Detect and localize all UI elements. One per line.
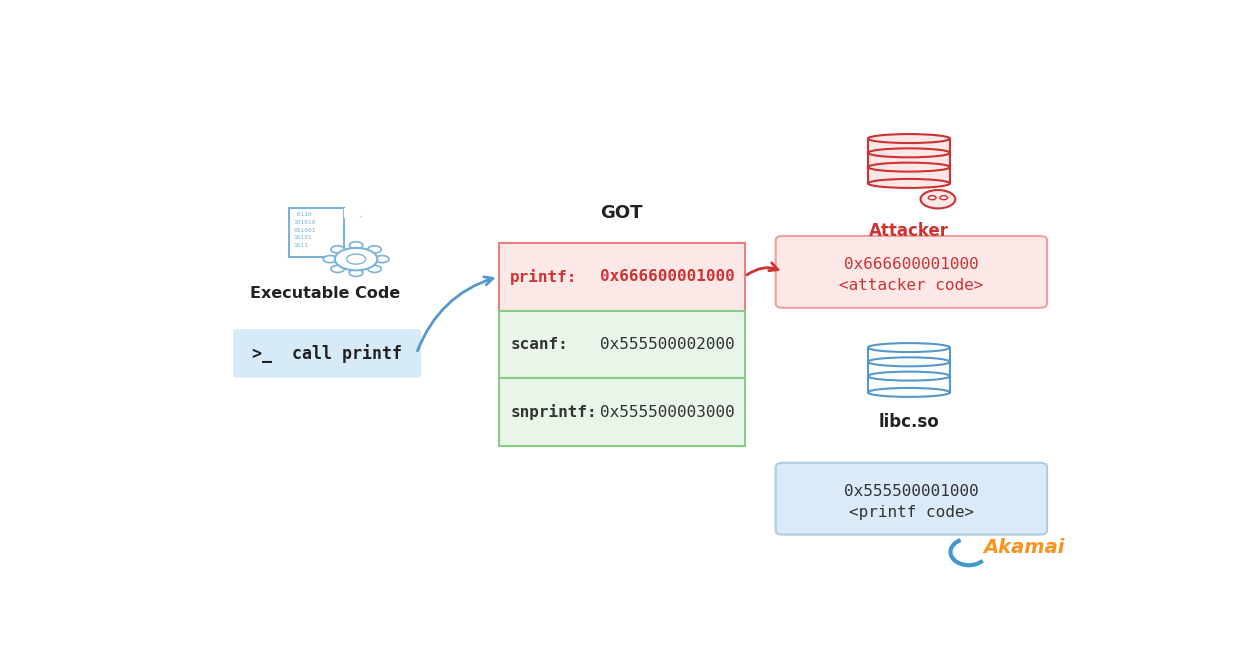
Polygon shape: [344, 208, 361, 217]
FancyBboxPatch shape: [868, 153, 949, 169]
Text: 0x555500003000: 0x555500003000: [601, 405, 735, 420]
Text: 101010: 101010: [293, 220, 315, 225]
Circle shape: [323, 256, 336, 263]
FancyBboxPatch shape: [868, 362, 949, 378]
FancyBboxPatch shape: [776, 236, 1047, 308]
Text: libc.so: libc.so: [878, 413, 939, 432]
Text: Akamai: Akamai: [983, 538, 1064, 557]
FancyBboxPatch shape: [868, 167, 949, 183]
FancyBboxPatch shape: [868, 348, 949, 364]
Circle shape: [331, 265, 344, 273]
Ellipse shape: [868, 357, 949, 366]
Text: 0x555500002000: 0x555500002000: [601, 337, 735, 352]
Text: 0x555500001000: 0x555500001000: [844, 483, 979, 498]
Circle shape: [349, 269, 363, 277]
Circle shape: [346, 254, 365, 264]
Text: GOT: GOT: [601, 204, 643, 222]
Ellipse shape: [868, 343, 949, 352]
Ellipse shape: [868, 371, 949, 381]
FancyBboxPatch shape: [498, 379, 745, 446]
Circle shape: [368, 246, 381, 253]
Text: 0x666600001000: 0x666600001000: [844, 257, 979, 271]
Text: 10101: 10101: [293, 235, 312, 240]
FancyBboxPatch shape: [498, 310, 745, 379]
Circle shape: [331, 246, 344, 253]
Text: <printf code>: <printf code>: [849, 505, 974, 520]
Circle shape: [368, 265, 381, 273]
Circle shape: [928, 196, 936, 200]
Circle shape: [349, 242, 363, 249]
FancyBboxPatch shape: [289, 208, 344, 257]
Ellipse shape: [868, 163, 949, 171]
FancyBboxPatch shape: [868, 138, 949, 155]
FancyBboxPatch shape: [233, 329, 421, 377]
FancyBboxPatch shape: [776, 463, 1047, 535]
Text: 1011: 1011: [293, 243, 308, 248]
Circle shape: [921, 190, 956, 209]
Text: printf:: printf:: [510, 269, 577, 285]
Text: 011001: 011001: [293, 228, 315, 232]
FancyBboxPatch shape: [868, 376, 949, 393]
FancyBboxPatch shape: [498, 242, 745, 310]
Text: 0110: 0110: [293, 213, 312, 217]
Ellipse shape: [868, 148, 949, 158]
Text: <attacker code>: <attacker code>: [840, 279, 983, 293]
Text: Executable Code: Executable Code: [249, 286, 400, 301]
Text: scanf:: scanf:: [510, 337, 568, 352]
Ellipse shape: [868, 179, 949, 188]
Ellipse shape: [868, 134, 949, 143]
Text: 0x666600001000: 0x666600001000: [601, 269, 735, 284]
Circle shape: [335, 248, 378, 270]
Text: >_  call printf: >_ call printf: [252, 344, 402, 363]
Text: snprintf:: snprintf:: [510, 404, 597, 420]
Ellipse shape: [868, 388, 949, 397]
Circle shape: [939, 196, 948, 200]
Circle shape: [375, 256, 389, 263]
Text: Attacker: Attacker: [868, 222, 949, 240]
